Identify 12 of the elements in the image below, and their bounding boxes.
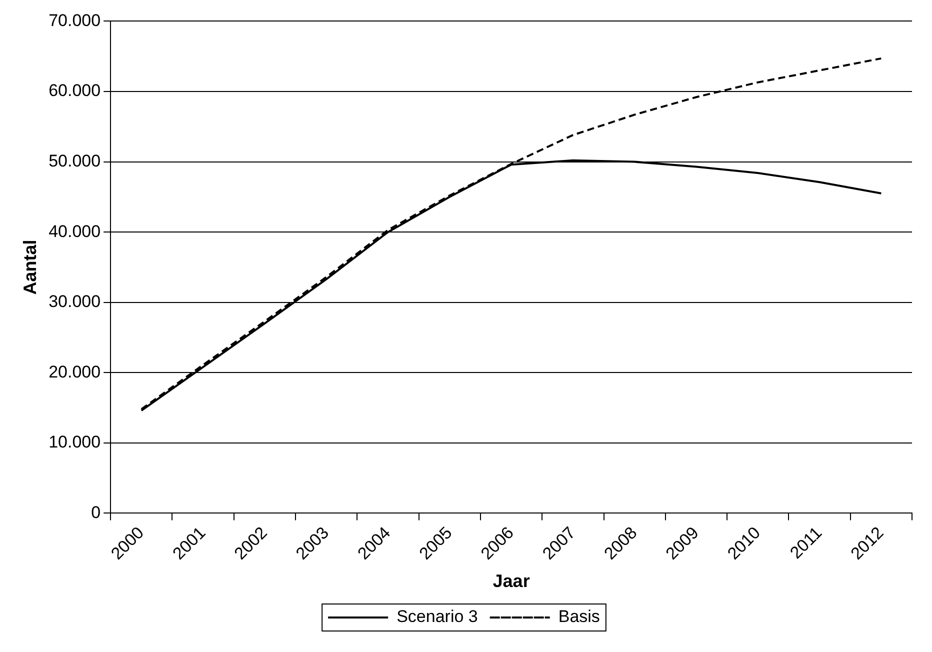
y-tick-label: 50.000 — [48, 151, 101, 170]
legend-label: Basis — [558, 607, 600, 626]
y-tick-label: 60.000 — [48, 81, 101, 100]
y-tick-label: 30.000 — [48, 292, 101, 312]
legend-label: Scenario 3 — [396, 607, 478, 626]
y-tick-label: 40.000 — [48, 222, 101, 241]
y-axis-title: Aantal — [20, 240, 40, 295]
y-tick-label: 0 — [91, 502, 101, 522]
y-tick-label: 10.000 — [48, 432, 101, 452]
y-tick-label: 70.000 — [48, 10, 101, 30]
y-tick-label: 20.000 — [48, 362, 101, 382]
x-axis-title: Jaar — [492, 571, 530, 592]
